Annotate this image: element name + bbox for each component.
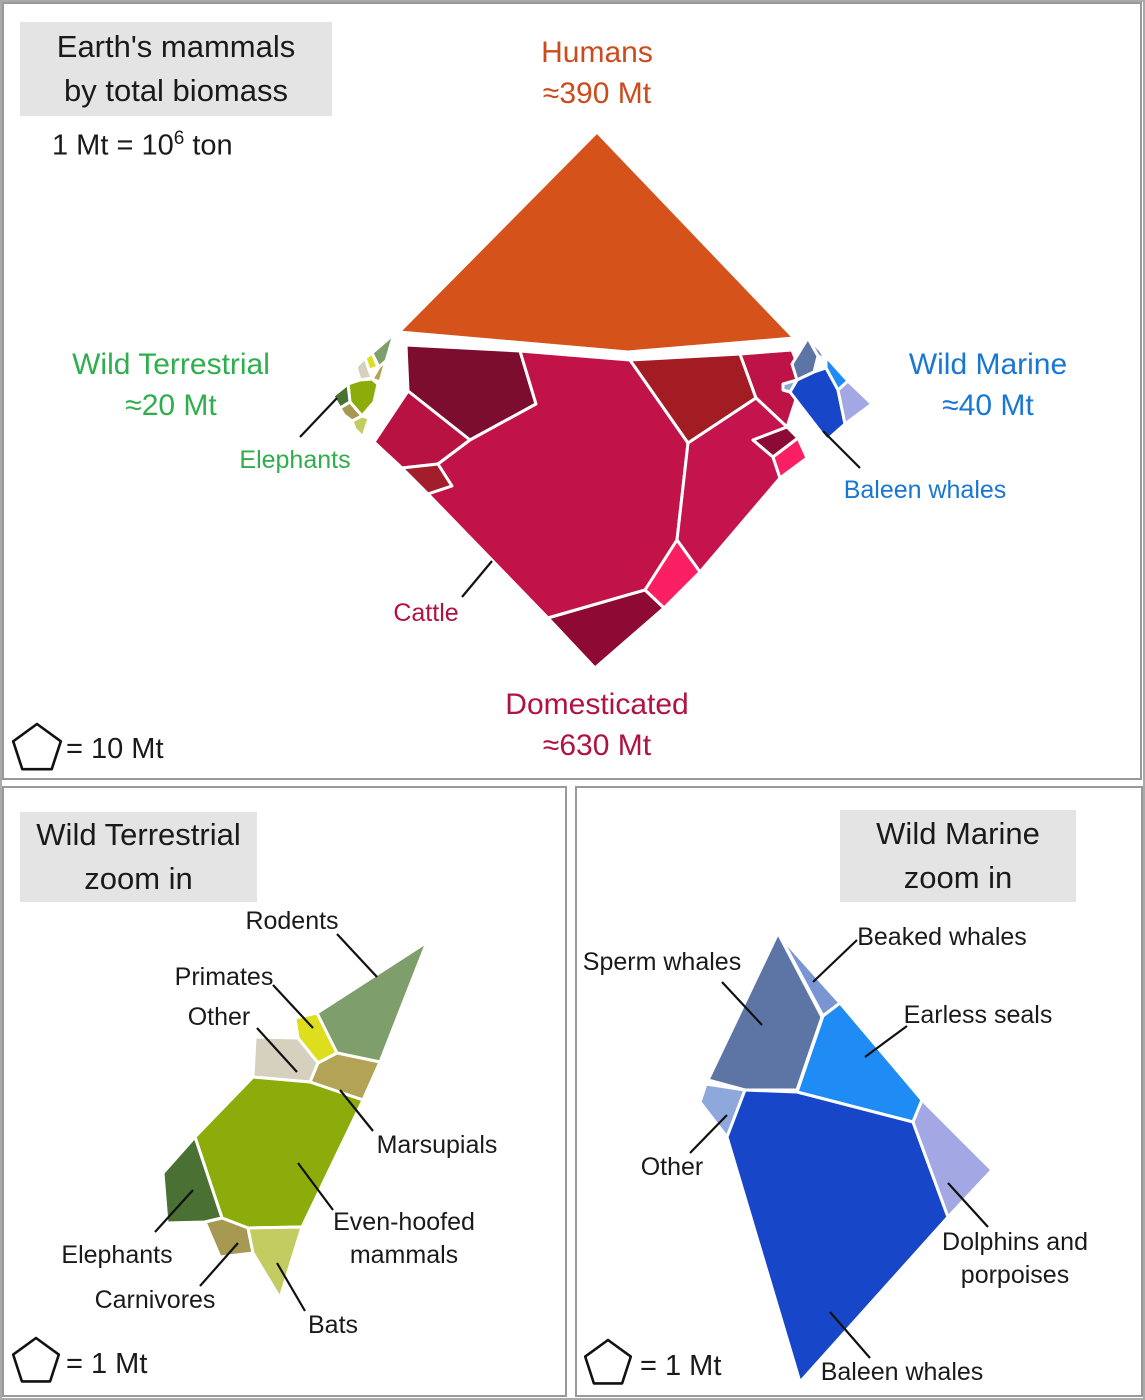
sperm-whales-label: Sperm whales [582, 948, 742, 976]
scale-note-prefix: 1 Mt = 10 [52, 129, 174, 162]
wild-terrestrial-name: Wild Terrestrial [72, 348, 270, 381]
primates-label: Primates [174, 963, 274, 991]
dolphins-label: Dolphins and porpoises [942, 1226, 1088, 1291]
wild-marine-label: Wild Marine ≈40 Mt [909, 344, 1067, 427]
other-marine-leader-line [689, 1114, 728, 1154]
dolphins-label-line1: Dolphins and [942, 1228, 1088, 1256]
other-terrestrial-label: Other [187, 1003, 251, 1031]
baleen-main-leader-line [822, 430, 861, 469]
bats-leader-line [276, 1262, 306, 1312]
dolphins-cell [911, 1098, 994, 1219]
earless-seals-leader-line [864, 1025, 908, 1058]
other-marine-mini-cell [781, 378, 799, 394]
main-panel-frame [2, 2, 1142, 780]
carnivores-leader-line [199, 1242, 239, 1287]
domesticated-label: Domesticated ≈630 Mt [505, 684, 688, 767]
scale-note-suffix: ton [184, 129, 233, 162]
humans-value: ≈390 Mt [542, 77, 652, 111]
marsupials-label: Marsupials [376, 1131, 498, 1159]
humans-cell [397, 130, 796, 354]
bats-mini-cell [350, 414, 371, 439]
terrestrial-zoom-title-line1: Wild Terrestrial [36, 816, 241, 852]
marsupials-leader-line [339, 1089, 374, 1132]
dolphins-mini-cell [836, 379, 874, 426]
cattle-leader-line [461, 560, 493, 598]
scale-note-exponent: 6 [173, 128, 185, 149]
domesticated-ne-cell [738, 348, 805, 429]
baleen-whales-zoom-label: Baleen whales [820, 1358, 984, 1386]
main-title-line1: Earth's mammals [56, 28, 296, 64]
main-legend-label: = 10 Mt [66, 733, 164, 765]
marine-zoom-title-line2: zoom in [903, 860, 1013, 895]
even-hoofed-leader-line [297, 1162, 334, 1211]
cattle-label: Cattle [393, 599, 459, 627]
dolphins-leader-line [947, 1182, 989, 1228]
domesticated-value: ≈630 Mt [542, 729, 652, 763]
elephants-zoom-label: Elephants [61, 1241, 173, 1269]
marine-zoom-title-line1: Wild Marine [876, 815, 1040, 851]
domesticated-name: Domesticated [505, 688, 689, 721]
scale-note: 1 Mt = 106 ton [52, 128, 233, 163]
marine-legend-label: = 1 Mt [640, 1350, 722, 1382]
carnivores-label: Carnivores [94, 1286, 216, 1314]
elephants-zoom-leader-line [154, 1189, 194, 1233]
wild-marine-name: Wild Marine [908, 348, 1068, 381]
pentagon-icon [11, 1336, 61, 1383]
wild-terrestrial-label: Wild Terrestrial ≈20 Mt [72, 344, 270, 427]
terrestrial-legend-label: = 1 Mt [66, 1348, 148, 1380]
wild-marine-value: ≈40 Mt [942, 389, 1034, 423]
main-title-line2: by total biomass [64, 73, 288, 108]
beaked-whales-label: Beaked whales [857, 923, 1027, 951]
sperm-whales-leader-line [721, 981, 763, 1026]
even-hoofed-label-line1: Even-hoofed [333, 1208, 475, 1236]
primates-leader-line [272, 984, 314, 1029]
elephants-main-leader-line [299, 397, 338, 438]
terrestrial-zoom-title-line2: zoom in [84, 861, 193, 896]
humans-label: Humans ≈390 Mt [541, 32, 653, 115]
earless-seals-label: Earless seals [903, 1001, 1053, 1029]
even-hoofed-label-line2: mammals [349, 1240, 459, 1269]
dolphins-label-line2: porpoises [960, 1260, 1070, 1289]
other-marine-label: Other [640, 1153, 704, 1181]
bats-cell [246, 1225, 304, 1300]
baleen-whales-main-label: Baleen whales [843, 476, 1007, 504]
elephants-main-label: Elephants [239, 446, 351, 474]
domesticated-right-pink-cell [771, 436, 809, 480]
humans-name: Humans [541, 36, 653, 69]
rodents-leader-line [336, 933, 378, 978]
marine-zoom-title: Wild Marine zoom in [840, 810, 1076, 902]
marsupials-mini-cell [370, 359, 388, 384]
marsupials-cell [308, 1051, 382, 1102]
baleen-zoom-leader-line [829, 1311, 871, 1359]
main-title: Earth's mammals by total biomass [20, 22, 332, 116]
other-terrestrial-mini-cell [354, 356, 374, 382]
rodents-label: Rodents [245, 907, 339, 935]
wild-terrestrial-value: ≈20 Mt [125, 389, 217, 423]
even-hoofed-label: Even-hoofed mammals [333, 1206, 475, 1271]
beaked-whales-leader-line [812, 939, 858, 983]
pentagon-icon [583, 1338, 633, 1385]
bats-label: Bats [307, 1311, 359, 1339]
pentagon-icon [11, 722, 63, 771]
other-terrestrial-leader-line [256, 1027, 298, 1073]
domesticated-sheep-cell [546, 588, 666, 670]
terrestrial-zoom-title: Wild Terrestrial zoom in [20, 812, 257, 902]
